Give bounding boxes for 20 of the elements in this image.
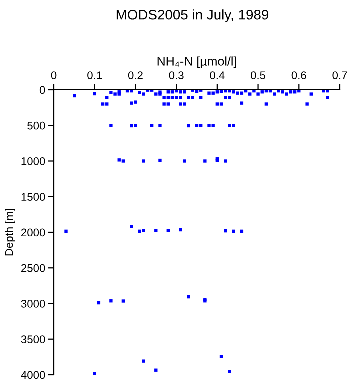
x-tick-label: 0.2 bbox=[128, 72, 143, 80]
y-tick-label: 1500 bbox=[22, 193, 46, 202]
x-tick-label: 0.5 bbox=[251, 72, 266, 80]
y-tick-label: 0 bbox=[40, 86, 46, 94]
y-tick-label: 3000 bbox=[21, 300, 46, 308]
x-tick-label: 0.4 bbox=[210, 72, 225, 80]
y-axis-title: Depth [m] bbox=[5, 209, 16, 256]
x-axis-title: NH₄-N [µmol/l] bbox=[158, 56, 236, 68]
x-tick-label: 0.1 bbox=[88, 72, 102, 80]
x-tick-label: 0.3 bbox=[169, 72, 184, 80]
x-tick-label: 0 bbox=[51, 72, 57, 80]
y-tick-label: 500 bbox=[28, 122, 46, 130]
y-tick-label: 2500 bbox=[22, 264, 46, 272]
y-tick-label: 4000 bbox=[21, 371, 46, 380]
x-tick-label: 0.7 bbox=[332, 72, 348, 80]
y-tick-label: 2000 bbox=[22, 228, 46, 237]
y-tick-label: 3500 bbox=[21, 336, 46, 344]
chart-title: MODS2005 in July, 1989 bbox=[116, 10, 269, 23]
x-tick-label: 0.6 bbox=[292, 72, 306, 80]
y-tick-label: 1000 bbox=[22, 158, 46, 166]
